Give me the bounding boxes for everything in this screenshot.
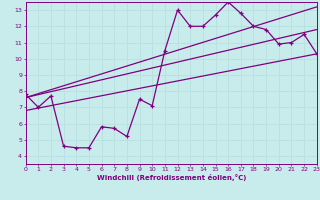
X-axis label: Windchill (Refroidissement éolien,°C): Windchill (Refroidissement éolien,°C) — [97, 174, 246, 181]
